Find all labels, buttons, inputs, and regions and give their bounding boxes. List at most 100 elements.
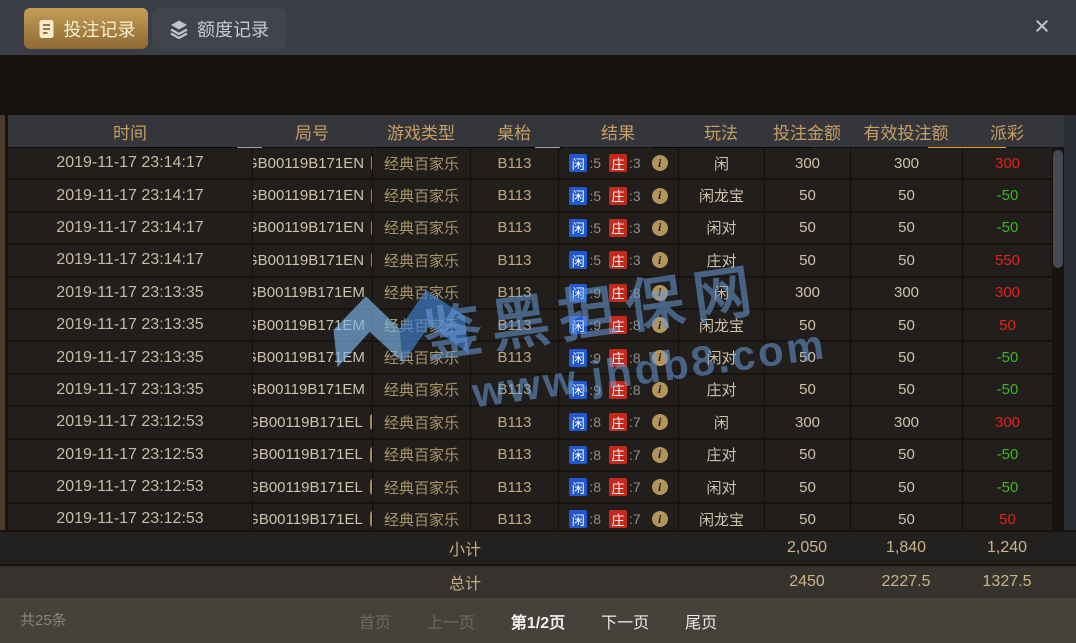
banker-badge: 庄 (609, 478, 627, 497)
cell-bet-amount: 50 (764, 374, 850, 406)
cell-result: 闲 :9 庄 :8 i (558, 342, 678, 373)
cell-play-type: 闲对 (678, 212, 764, 244)
info-icon[interactable]: i (651, 349, 668, 366)
cell-table: B113 (470, 245, 558, 276)
video-play-icon[interactable] (371, 187, 372, 204)
info-icon[interactable]: i (651, 155, 668, 172)
cell-result: 闲 :9 庄 :8 i (558, 374, 678, 406)
info-icon[interactable]: i (651, 511, 668, 528)
document-icon (37, 19, 56, 39)
total-row: 总计 2450 2227.5 1327.5 (0, 566, 1076, 598)
cell-result: 闲 :5 庄 :3 i (558, 245, 678, 276)
player-badge: 闲 (569, 218, 588, 237)
info-icon[interactable]: i (651, 446, 668, 463)
info-icon[interactable]: i (651, 479, 668, 496)
cell-play-type: 闲 (678, 407, 764, 438)
table-row: 2019-11-17 23:12:53 GB00119B171EL 经典百家乐 … (8, 471, 1052, 503)
video-play-icon[interactable] (371, 155, 372, 172)
cell-game-type: 经典百家乐 (372, 407, 470, 438)
cell-payout: -50 (962, 471, 1052, 503)
video-play-icon[interactable] (371, 219, 372, 236)
pager: 首页 上一页 第1/2页 下一页 尾页 (0, 598, 1076, 643)
table-row: 2019-11-17 23:13:35 GB00119B171EM 经典百家乐 … (8, 374, 1052, 406)
cell-payout: -50 (962, 374, 1052, 406)
video-play-icon[interactable] (369, 479, 372, 496)
info-icon[interactable]: i (651, 381, 668, 398)
video-play-icon[interactable] (371, 252, 372, 269)
info-icon[interactable]: i (651, 414, 668, 431)
cell-time: 2019-11-17 23:12:53 (56, 510, 204, 528)
tab-quota-records[interactable]: 额度记录 (152, 8, 286, 49)
cell-payout: 300 (962, 407, 1052, 438)
cell-bet-amount: 50 (764, 504, 850, 530)
banker-badge: 庄 (609, 251, 627, 270)
table-header: 时间 局号 游戏类型 桌枱 结果 玩法 投注金额 有效投注额 派彩 (8, 115, 1064, 147)
player-badge: 闲 (569, 154, 588, 173)
cell-bet-amount: 300 (764, 407, 850, 438)
tab-betting-records[interactable]: 投注记录 (24, 8, 148, 49)
cell-table: B113 (470, 277, 558, 308)
prev-page-button[interactable]: 上一页 (426, 614, 475, 632)
banker-badge: 庄 (609, 316, 627, 335)
cell-play-type: 闲龙宝 (678, 180, 764, 211)
info-icon[interactable]: i (651, 219, 668, 236)
banker-badge: 庄 (609, 510, 627, 529)
banker-badge: 庄 (609, 445, 627, 464)
cell-round: GB00119B171EL (252, 471, 372, 503)
cell-time: 2019-11-17 23:13:35 (56, 316, 204, 334)
cell-valid-bet: 300 (850, 148, 962, 179)
cell-play-type: 闲龙宝 (678, 309, 764, 341)
info-icon[interactable]: i (651, 187, 668, 204)
record-count: 共25条 (20, 612, 67, 629)
video-play-icon[interactable] (369, 511, 372, 528)
cell-play-type: 闲龙宝 (678, 504, 764, 530)
cell-time: 2019-11-17 23:13:35 (56, 380, 204, 398)
info-icon[interactable]: i (651, 284, 668, 301)
table-row: 2019-11-17 23:13:35 GB00119B171EM 经典百家乐 … (8, 309, 1052, 341)
cell-payout: -50 (962, 212, 1052, 244)
table-body: 2019-11-17 23:14:17 GB00119B171EN 经典百家乐 … (8, 148, 1052, 530)
first-page-button[interactable]: 首页 (358, 614, 391, 632)
info-icon[interactable]: i (651, 252, 668, 269)
banker-badge: 庄 (609, 218, 627, 237)
cell-payout: -50 (962, 180, 1052, 211)
table-row: 2019-11-17 23:14:17 GB00119B171EN 经典百家乐 … (8, 180, 1052, 211)
cell-time: 2019-11-17 23:13:35 (56, 348, 204, 366)
cell-valid-bet: 300 (850, 407, 962, 438)
player-badge: 闲 (569, 251, 588, 270)
title-bar: 投注记录 额度记录 × (0, 0, 1076, 55)
video-play-icon[interactable] (369, 446, 372, 463)
cell-bet-amount: 50 (764, 245, 850, 276)
close-icon[interactable]: × (1034, 11, 1050, 41)
scrollbar-thumb[interactable] (1053, 150, 1063, 268)
table-row: 2019-11-17 23:12:53 GB00119B171EL 经典百家乐 … (8, 439, 1052, 470)
cell-table: B113 (470, 439, 558, 470)
cell-valid-bet: 50 (850, 374, 962, 406)
cell-bet-amount: 50 (764, 342, 850, 373)
cell-payout: 300 (962, 277, 1052, 308)
total-valid: 2227.5 (881, 573, 931, 590)
next-page-button[interactable]: 下一页 (601, 614, 650, 632)
pagination-bar: 共25条 首页 上一页 第1/2页 下一页 尾页 (0, 598, 1076, 643)
total-label: 总计 (448, 576, 481, 593)
cell-round: GB00119B171EN (252, 245, 372, 276)
subtotal-valid: 1,840 (885, 539, 927, 556)
cell-round: GB00119B171EL (252, 407, 372, 438)
last-page-button[interactable]: 尾页 (685, 614, 718, 632)
cell-result: 闲 :8 庄 :7 i (558, 504, 678, 530)
cell-table: B113 (470, 309, 558, 341)
cell-result: 闲 :5 庄 :3 i (558, 148, 678, 179)
cell-payout: 550 (962, 245, 1052, 276)
cell-bet-amount: 300 (764, 148, 850, 179)
cell-bet-amount: 50 (764, 471, 850, 503)
info-icon[interactable]: i (651, 317, 668, 334)
cell-table: B113 (470, 148, 558, 179)
video-play-icon[interactable] (369, 414, 372, 431)
cell-game-type: 经典百家乐 (372, 245, 470, 276)
subtotal-bet: 2,050 (786, 539, 828, 556)
table-row: 2019-11-17 23:14:17 GB00119B171EN 经典百家乐 … (8, 212, 1052, 244)
header-valid-bet: 有效投注额 (863, 123, 949, 143)
player-badge: 闲 (569, 445, 588, 464)
cell-payout: 50 (962, 504, 1052, 530)
